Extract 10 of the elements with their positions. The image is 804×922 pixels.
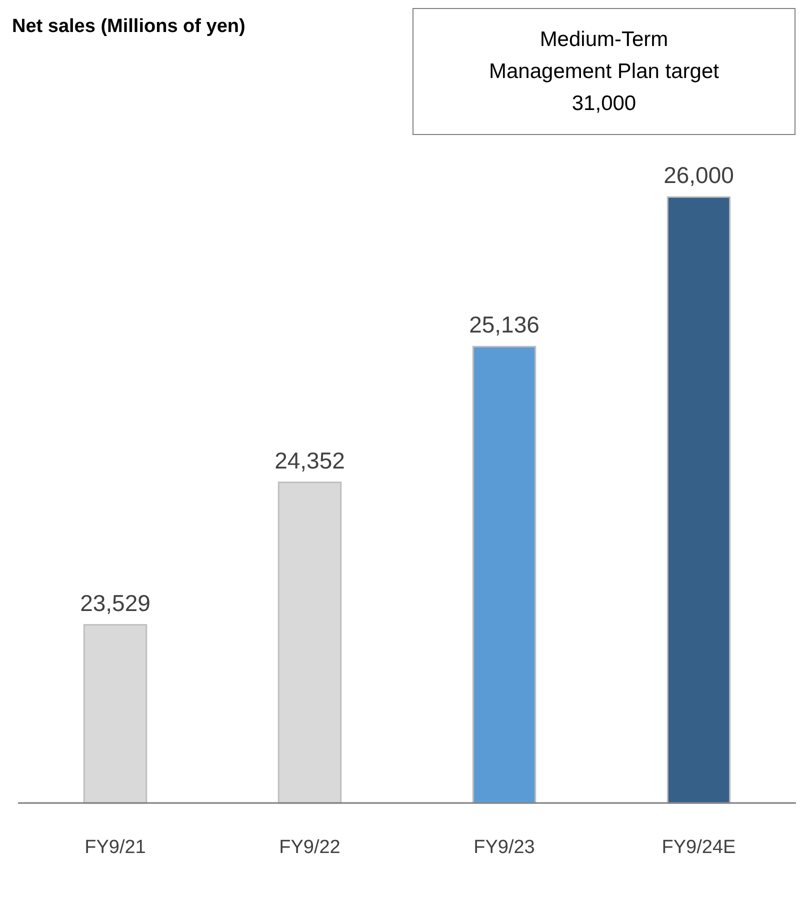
data-label: 23,529 xyxy=(80,590,150,616)
x-tick-label: FY9/23 xyxy=(474,837,535,858)
chart-title: Net sales (Millions of yen) xyxy=(12,16,246,37)
x-tick-label: FY9/21 xyxy=(84,837,146,858)
x-tick-label: FY9/24E xyxy=(662,837,736,858)
note-box: Medium-Term Management Plan target 31,000 xyxy=(412,8,796,135)
data-label: 25,136 xyxy=(469,312,540,338)
x-tick-label: FY9/22 xyxy=(279,837,340,858)
data-label: 26,000 xyxy=(664,162,734,188)
data-label: 24,352 xyxy=(274,447,345,474)
